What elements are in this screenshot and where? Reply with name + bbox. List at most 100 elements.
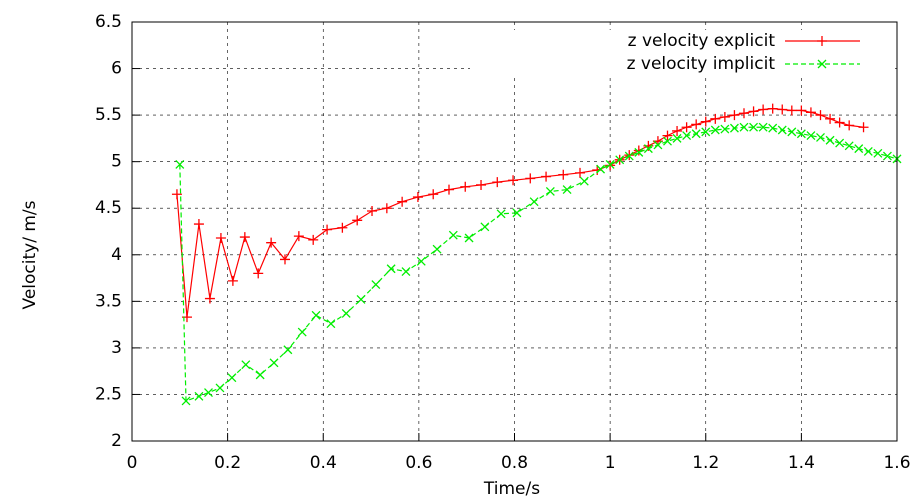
marker (682, 131, 692, 141)
legend-label: z velocity implicit (627, 54, 776, 74)
marker (416, 256, 426, 266)
legend-marker (817, 36, 827, 46)
marker (412, 192, 423, 203)
marker (643, 144, 653, 154)
marker (844, 141, 854, 151)
y-tick-label: 4.5 (95, 198, 122, 218)
y-tick-label: 6.5 (95, 12, 122, 32)
marker (352, 215, 363, 226)
marker (480, 222, 490, 232)
marker (512, 208, 522, 218)
marker (691, 129, 701, 139)
marker (681, 122, 692, 133)
marker (562, 185, 572, 195)
marker (575, 167, 586, 178)
marker (386, 264, 396, 274)
x-tick-label: 0.2 (214, 453, 241, 473)
marker (825, 135, 835, 145)
x-tick-label: 1.6 (883, 453, 910, 473)
marker (863, 146, 873, 156)
marker (663, 136, 672, 146)
marker (443, 184, 454, 195)
marker (748, 106, 759, 117)
marker (241, 360, 251, 370)
marker (269, 358, 279, 368)
marker (283, 345, 293, 355)
marker (215, 233, 226, 244)
marker (767, 103, 778, 114)
marker (882, 151, 892, 161)
marker (615, 155, 625, 165)
marker (816, 132, 825, 142)
marker (758, 122, 768, 132)
marker (381, 203, 392, 214)
marker (204, 388, 213, 398)
marker (777, 125, 787, 135)
marker (337, 222, 348, 233)
marker (266, 237, 277, 248)
y-axis-label: Velocity/ m/s (20, 200, 40, 309)
legend-label: z velocity explicit (628, 31, 776, 51)
marker (700, 116, 711, 127)
marker (492, 177, 503, 188)
marker (171, 189, 182, 200)
marker (835, 138, 845, 148)
marker (729, 110, 740, 121)
marker (496, 209, 506, 219)
plot-frame (131, 21, 898, 442)
y-tick-label: 3 (111, 338, 122, 358)
marker (758, 104, 769, 115)
marker (193, 219, 204, 230)
marker (815, 110, 826, 121)
x-tick-label: 0 (127, 453, 138, 473)
marker (768, 123, 778, 133)
marker (428, 189, 439, 200)
marker (460, 181, 471, 192)
marker (719, 111, 730, 122)
marker (662, 130, 673, 141)
marker (739, 122, 749, 132)
marker (844, 120, 855, 131)
x-tick-label: 0.6 (405, 453, 432, 473)
marker (239, 232, 250, 243)
marker (854, 144, 864, 154)
marker (739, 108, 749, 119)
marker (280, 254, 290, 265)
marker (255, 370, 265, 380)
y-tick-label: 3.5 (95, 291, 122, 311)
marker (397, 196, 408, 207)
marker (227, 275, 238, 286)
marker (805, 107, 816, 118)
marker (215, 383, 225, 393)
marker (596, 164, 606, 174)
marker (341, 308, 351, 318)
marker (322, 224, 333, 235)
y-tick-label: 6 (111, 59, 122, 79)
marker (558, 169, 569, 180)
marker (401, 267, 411, 276)
marker (873, 148, 883, 158)
marker (227, 373, 237, 383)
marker (326, 319, 336, 329)
marker (691, 119, 702, 130)
x-tick-label: 0.8 (501, 453, 528, 473)
x-tick-label: 1.2 (692, 453, 719, 473)
series-line (176, 107, 864, 318)
marker (777, 104, 788, 115)
marker (525, 173, 536, 184)
y-tick-label: 2 (111, 431, 122, 451)
marker (508, 175, 519, 186)
marker (796, 129, 806, 139)
marker (311, 310, 321, 320)
x-tick-label: 0.4 (310, 453, 337, 473)
marker (634, 147, 644, 157)
marker (710, 113, 721, 124)
marker (834, 117, 845, 128)
marker (796, 105, 807, 116)
marker (858, 122, 869, 133)
marker (175, 160, 185, 169)
marker (432, 244, 442, 254)
marker (825, 113, 836, 124)
x-axis-label: Time/s (483, 479, 540, 499)
